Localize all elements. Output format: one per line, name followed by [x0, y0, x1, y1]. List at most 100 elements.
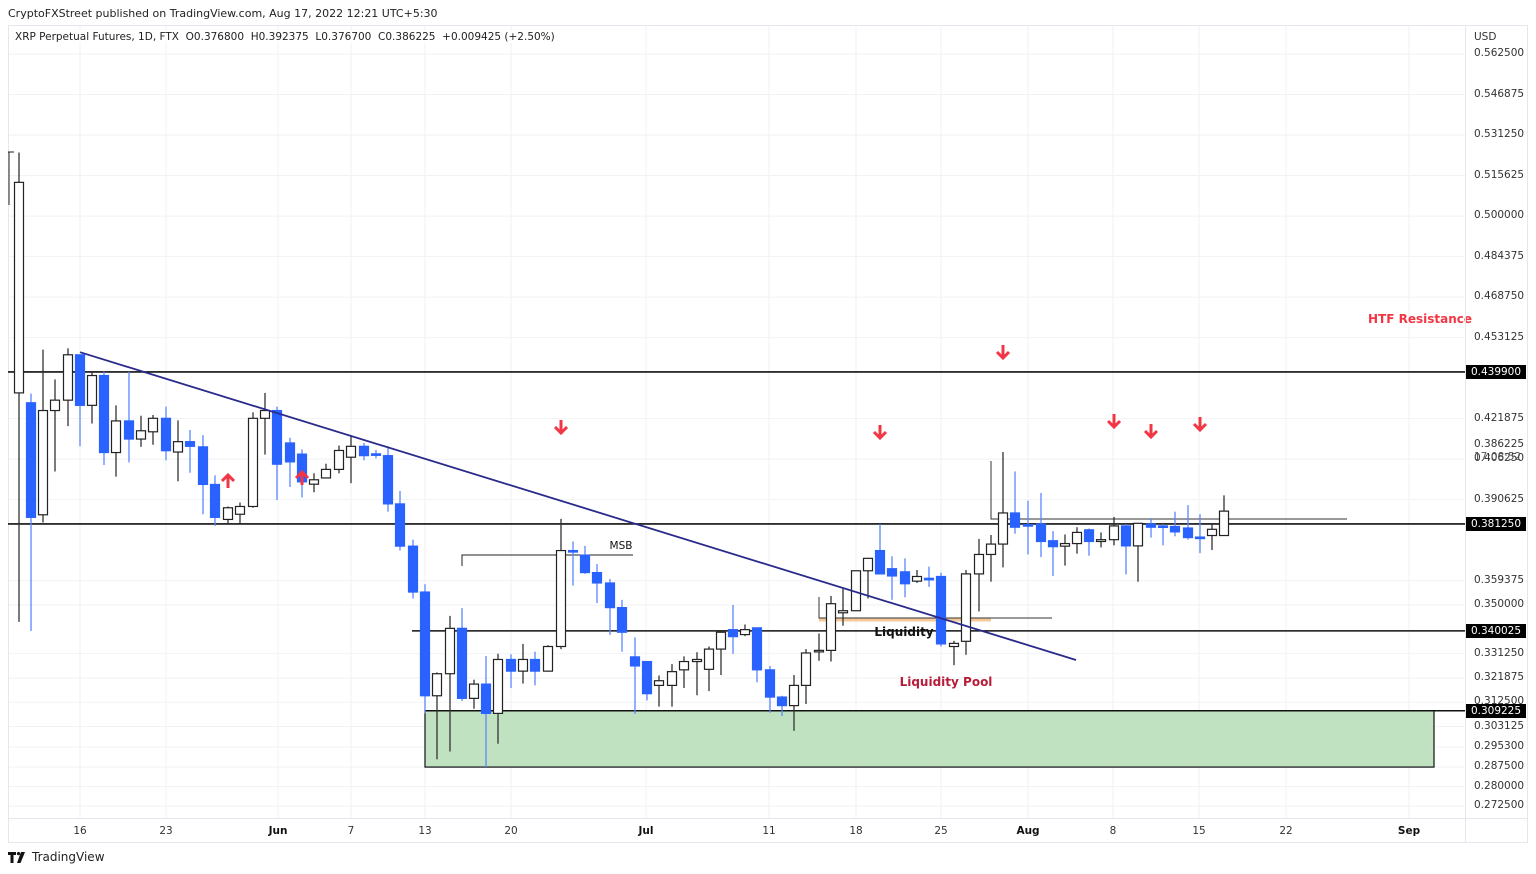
candle-body[interactable]: [764, 669, 776, 698]
candle-body[interactable]: [147, 417, 159, 433]
candle-body[interactable]: [751, 627, 763, 671]
candle-body[interactable]: [911, 575, 923, 582]
arrow-down-icon[interactable]: [1192, 417, 1208, 433]
arrow-up-icon[interactable]: [220, 472, 236, 488]
candle-body[interactable]: [1169, 525, 1181, 533]
candle-body[interactable]: [899, 571, 911, 585]
candle-body[interactable]: [160, 417, 172, 452]
candle-body[interactable]: [1108, 525, 1120, 541]
candle-body[interactable]: [997, 512, 1009, 545]
candle-body[interactable]: [1083, 529, 1095, 543]
liquidity-line[interactable]: [818, 597, 1052, 619]
candle-body[interactable]: [666, 671, 678, 686]
candle-body[interactable]: [923, 577, 935, 581]
candle-body[interactable]: [184, 441, 196, 447]
candle-body[interactable]: [739, 629, 751, 636]
candle-body[interactable]: [271, 409, 283, 465]
candle-body[interactable]: [1009, 512, 1021, 528]
candle-body[interactable]: [172, 441, 184, 453]
candle-body[interactable]: [209, 483, 221, 518]
candle-body[interactable]: [641, 660, 653, 695]
descending-trendline[interactable]: [79, 351, 1077, 661]
candle-body[interactable]: [492, 658, 504, 714]
candle-body[interactable]: [197, 446, 209, 486]
candle-body[interactable]: [123, 420, 135, 440]
arrow-down-icon[interactable]: [553, 420, 569, 436]
annotation-htf-resistance[interactable]: HTF Resistance: [1368, 312, 1472, 326]
candle-body[interactable]: [1218, 510, 1230, 537]
candle-body[interactable]: [370, 453, 382, 456]
arrow-down-icon[interactable]: [1106, 414, 1122, 430]
candle-body[interactable]: [62, 354, 74, 401]
candle-body[interactable]: [542, 645, 554, 672]
candle-body[interactable]: [86, 374, 98, 406]
candle-body[interactable]: [800, 652, 812, 686]
candle-body[interactable]: [591, 571, 603, 584]
candle-body[interactable]: [948, 642, 960, 648]
candle-body[interactable]: [837, 610, 849, 614]
candle-body[interactable]: [653, 680, 665, 686]
candle-body[interactable]: [320, 468, 332, 479]
candle-body[interactable]: [825, 603, 837, 651]
candle-body[interactable]: [935, 575, 947, 645]
symbol-name[interactable]: XRP Perpetual Futures, 1D, FTX: [15, 31, 179, 43]
liquidity-pool-zone[interactable]: [424, 710, 1435, 768]
candle-body[interactable]: [727, 629, 739, 638]
candle-body[interactable]: [691, 658, 703, 663]
candle-body[interactable]: [629, 656, 641, 667]
candle-body[interactable]: [247, 417, 259, 508]
candle-body[interactable]: [98, 374, 110, 454]
candle-body[interactable]: [394, 503, 406, 547]
candle-body[interactable]: [529, 658, 541, 672]
candle-body[interactable]: [222, 507, 234, 521]
candle-body[interactable]: [13, 181, 25, 394]
candle-body[interactable]: [960, 573, 972, 642]
candle-body[interactable]: [555, 549, 567, 648]
candle-body[interactable]: [358, 445, 370, 457]
candle-body[interactable]: [1047, 540, 1059, 548]
candle-body[interactable]: [517, 658, 529, 672]
candle-body[interactable]: [567, 549, 579, 553]
annotation-liquidity-pool[interactable]: Liquidity Pool: [900, 675, 993, 689]
candle-body[interactable]: [259, 409, 271, 419]
annotation-msb[interactable]: MSB: [610, 540, 633, 552]
candle-body[interactable]: [345, 445, 357, 458]
candle-body[interactable]: [37, 409, 49, 516]
candle-body[interactable]: [1194, 536, 1206, 540]
candle-body[interactable]: [333, 449, 345, 470]
candle-body[interactable]: [1059, 542, 1071, 547]
candle-body[interactable]: [1120, 525, 1132, 547]
price-level-tag[interactable]: 0.381250: [1466, 516, 1526, 531]
candle-body[interactable]: [1035, 523, 1047, 543]
candle-body[interactable]: [1071, 531, 1083, 545]
candle-body[interactable]: [74, 354, 86, 406]
price-level-tag[interactable]: 0.340025: [1466, 623, 1526, 638]
candle-body[interactable]: [419, 591, 431, 697]
candle-body[interactable]: [308, 479, 320, 485]
candle-body[interactable]: [973, 553, 985, 575]
candle-body[interactable]: [1022, 524, 1034, 527]
candle-body[interactable]: [25, 402, 37, 518]
candle-body[interactable]: [604, 582, 616, 609]
annotation-liquidity[interactable]: Liquidity: [874, 625, 933, 639]
candle-body[interactable]: [135, 430, 147, 440]
candle-body[interactable]: [703, 648, 715, 670]
candle-body[interactable]: [468, 683, 480, 699]
candle-body[interactable]: [407, 545, 419, 593]
candle-body[interactable]: [985, 543, 997, 556]
candle-body[interactable]: [788, 684, 800, 707]
candle-body[interactable]: [505, 658, 517, 672]
candle-body[interactable]: [1132, 522, 1144, 547]
candle-body[interactable]: [234, 505, 246, 515]
candle-body[interactable]: [444, 627, 456, 675]
arrow-up-icon[interactable]: [294, 469, 310, 485]
candle-body[interactable]: [862, 557, 874, 572]
candle-body[interactable]: [813, 649, 825, 653]
candle-body[interactable]: [1206, 528, 1218, 537]
candle-body[interactable]: [431, 673, 443, 697]
candle-body[interactable]: [1157, 525, 1169, 529]
candle-body[interactable]: [456, 627, 468, 699]
candle-body[interactable]: [1095, 539, 1107, 543]
arrow-down-icon[interactable]: [995, 345, 1011, 361]
